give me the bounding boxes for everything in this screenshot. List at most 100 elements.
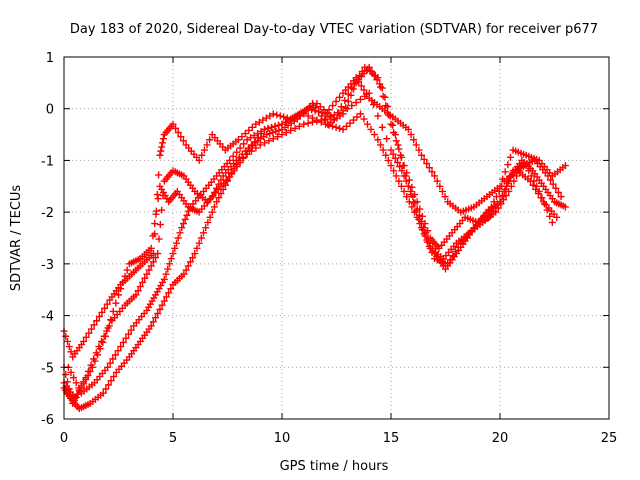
x-tick-label: 10 [274,431,291,446]
data-point-interp [336,124,344,132]
data-point-interp [98,308,106,316]
data-point [365,63,373,71]
data-point-interp [210,188,218,196]
data-point [356,110,364,118]
data-point-interp [103,300,111,308]
data-point [202,224,210,232]
data-point [117,343,125,351]
data-point-interp [360,86,368,94]
data-point [256,141,264,149]
y-tick-label: -3 [41,258,54,273]
data-point-interp [197,234,205,242]
data-point-interp [370,131,378,139]
data-point-interp [241,130,249,138]
data-point-interp [499,192,507,200]
data-point-interp [67,392,75,400]
data-point [492,208,500,216]
x-axis-label: GPS time / hours [280,459,389,474]
data-point [191,250,199,258]
data-point-interp [229,152,237,160]
data-point-interp [265,137,273,145]
data-point-interp [421,220,429,228]
data-point-interp [552,184,560,192]
data-point-interp [127,326,135,334]
data-point-interp [145,266,153,274]
data-point-interp [264,124,272,132]
data-point [431,172,439,180]
data-point-interp [119,338,127,346]
data-point-interp [357,82,365,90]
y-tick-label: -4 [41,310,54,325]
data-point-interp [111,351,119,359]
data-point-interp [198,151,206,159]
data-point-interp [302,106,310,114]
data-point-interp [269,135,277,143]
data-point-interp [72,379,80,387]
data-point-interp [377,141,385,149]
data-point-interp [172,124,180,132]
data-point-interp [154,310,162,318]
data-point-interp [452,247,460,255]
data-point-interp [506,173,514,181]
data-point-interp [350,85,358,93]
data-point-interp [91,357,99,365]
data-point-interp [204,218,212,226]
data-point-interp [304,112,312,120]
data-point-interp [101,304,109,312]
data-point-interp [217,176,225,184]
data-point-interp [176,229,184,237]
data-point-interp [62,371,70,379]
data-point-interp [392,137,400,145]
data-point-interp [136,283,144,291]
data-point [418,151,426,159]
data-point-interp [248,123,256,131]
data-point-interp [104,324,112,332]
data-point-interp [343,122,351,130]
data-point [88,363,96,371]
data-point [557,193,565,201]
data-point-interp [321,116,329,124]
data-point [374,136,382,144]
data-point-interp [86,367,94,375]
data-point-interp [318,112,326,120]
data-point-interp [425,164,433,172]
data-point [224,177,231,185]
data-point-interp [200,229,208,237]
data-point-interp [109,355,117,363]
data-point [398,167,406,175]
data-point-interp [407,191,415,199]
data-point-interp [384,103,392,111]
data-point-interp [156,305,164,313]
data-point-interp [90,321,98,329]
data-point-interp [280,113,288,121]
data-point-interp [389,121,397,129]
data-point-interp [373,76,381,84]
data-point-interp [438,187,446,195]
data-point [548,218,556,226]
data-point-interp [67,368,75,376]
y-axis-label: SDTVAR / TECUs [9,185,24,292]
data-point-interp [408,203,416,211]
data-point-interp [394,141,402,149]
x-tick-label: 0 [60,431,68,446]
data-point-interp [394,158,402,166]
data-point [339,125,347,133]
data-point-interp [167,255,175,263]
data-point-interp [236,158,244,166]
data-point-interp [67,348,75,356]
data-point-interp [213,184,221,192]
data-point-interp [405,198,413,206]
data-point-interp [273,111,281,119]
data-point-interp [106,359,114,367]
data-point-interp [63,378,71,386]
data-point [147,244,155,252]
data-point-interp [549,180,557,188]
data-point-interp [399,162,407,170]
data-point-interp [337,103,345,111]
data-point [93,317,101,325]
data-point-interp [82,333,90,341]
x-tick-label: 15 [383,431,400,446]
data-point-interp [206,136,214,144]
data-point [404,125,412,133]
